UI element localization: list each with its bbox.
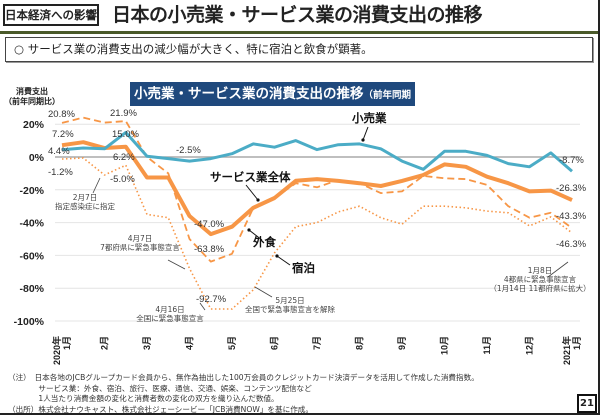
footnote: （出所）株式会社ナウキャスト、株式会社ジェーシービー「JCB消費NOW」を基に作… bbox=[8, 404, 313, 414]
y-tick-label: -60% bbox=[19, 250, 44, 262]
data-label: -8.7% bbox=[559, 155, 584, 166]
footnote: サービス業：外食、宿泊、旅行、医療、通信、交通、娯楽、コンテンツ配信など bbox=[8, 383, 312, 393]
event-annotation: 4都県に緊急事態宣言 bbox=[504, 274, 577, 284]
x-tick-label: 3月 bbox=[142, 336, 152, 350]
data-label: -5.0% bbox=[110, 174, 135, 185]
arrow-head bbox=[247, 228, 251, 232]
x-tick-label: 10月 bbox=[440, 336, 450, 355]
series-name-label: 外食 bbox=[252, 235, 276, 249]
annotation-leader bbox=[92, 177, 101, 194]
chart-title-note: （前年同期比） bbox=[262, 90, 411, 127]
chart-title-text: 小売業・サービス業の消費支出の推移 bbox=[133, 86, 364, 102]
x-tick-label: 8月 bbox=[355, 336, 365, 350]
series-name-label: 宿泊 bbox=[292, 261, 315, 275]
event-annotation: 全国に緊急事態宣言 bbox=[136, 313, 204, 323]
data-label: -47.0% bbox=[194, 219, 225, 230]
footnote: 1人当たり消費金額の変化と消費者数の変化の双方を織り込んだ数値。 bbox=[8, 394, 279, 403]
data-label: 15.0% bbox=[112, 129, 139, 140]
x-tick-label: 12月 bbox=[525, 336, 535, 355]
page-number: 21 bbox=[577, 394, 597, 413]
x-tick-label: 1月 bbox=[62, 336, 72, 350]
y-tick-label: -80% bbox=[19, 283, 44, 295]
data-label: -2.5% bbox=[176, 145, 201, 156]
data-label: -46.3% bbox=[556, 239, 587, 250]
event-annotation: 1月8日 bbox=[528, 266, 553, 275]
x-tick-label: 2020年 bbox=[51, 336, 62, 365]
annotation-leader bbox=[199, 302, 206, 311]
y-axis-label-line: （前年同期比） bbox=[4, 97, 60, 106]
y-tick-label: -40% bbox=[19, 218, 44, 230]
data-label: -92.7% bbox=[196, 294, 227, 305]
arrow-head bbox=[361, 138, 365, 142]
x-tick-label: 2月 bbox=[100, 336, 110, 350]
y-tick-label: 20% bbox=[23, 119, 45, 131]
x-tick-label: 9月 bbox=[397, 336, 407, 350]
event-annotation: （1月14日 11都府県に拡大） bbox=[489, 283, 590, 293]
y-tick-label: -20% bbox=[19, 185, 44, 197]
label-arrow bbox=[362, 126, 369, 141]
data-label: 21.9% bbox=[110, 108, 137, 119]
footnotes: （注） 日本各地のJCBグループカード会員から、無作為抽出した100万会員のクレ… bbox=[8, 373, 479, 415]
event-annotation: 指定感染症に指定 bbox=[55, 201, 115, 211]
annotation-leader bbox=[254, 286, 273, 298]
series-line-solid bbox=[61, 130, 573, 173]
series-line-thick bbox=[61, 140, 573, 237]
title-divider bbox=[0, 31, 600, 34]
x-tick-label: 5月 bbox=[227, 336, 237, 350]
annotation-leader bbox=[547, 261, 569, 278]
data-label: 6.2% bbox=[113, 152, 135, 163]
event-annotation: 5月25日 bbox=[275, 296, 304, 305]
x-tick-label: 7月 bbox=[312, 336, 322, 350]
data-label: -1.2% bbox=[48, 167, 73, 178]
event-annotation: 4月16日 bbox=[155, 305, 184, 314]
x-tick-label: 1月 bbox=[572, 336, 582, 350]
arrow-head bbox=[275, 254, 279, 258]
event-annotation: 全国で緊急事態宣言を解除 bbox=[245, 304, 335, 314]
label-arrow bbox=[276, 255, 291, 266]
series-name-label: サービス業全体 bbox=[210, 170, 291, 184]
event-annotation: 7都府県に緊急事態宣言 bbox=[100, 242, 180, 252]
label-arrow bbox=[248, 229, 263, 241]
series-line-dashed bbox=[61, 116, 573, 263]
page-title: 日本の小売業・サービス業の消費支出の推移 bbox=[112, 4, 483, 26]
x-tick-label: 2021年 bbox=[561, 336, 572, 365]
event-annotation: 4月7日 bbox=[128, 234, 153, 243]
section-tag: 日本経済への影響 bbox=[3, 4, 99, 26]
label-arrow bbox=[245, 184, 259, 201]
data-label: 20.8% bbox=[48, 109, 75, 120]
y-tick-label: 0% bbox=[29, 152, 45, 164]
y-axis-label-line: 消費支出 bbox=[16, 87, 48, 96]
annotation-leader bbox=[167, 259, 186, 270]
series-name-label: 小売業 bbox=[351, 111, 387, 125]
data-label: 7.2% bbox=[52, 129, 74, 140]
x-tick-label: 6月 bbox=[270, 336, 280, 350]
y-axis-label: 消費支出 （前年同期比） bbox=[2, 87, 62, 107]
data-label: -43.3% bbox=[556, 211, 587, 222]
x-tick-label: 11月 bbox=[482, 336, 492, 355]
chart-title: 小売業・サービス業の消費支出の推移（前年同期比） bbox=[130, 82, 415, 127]
data-label: 4.4% bbox=[48, 146, 70, 157]
event-annotation: 2月7日 bbox=[73, 193, 98, 202]
data-label: -63.8% bbox=[194, 244, 225, 255]
summary-box: ○ サービス業の消費支出の減少幅が大きく、特に宿泊と飲食が顕著。 bbox=[5, 37, 593, 62]
data-label: -26.3% bbox=[556, 183, 587, 194]
x-tick-label: 4月 bbox=[185, 336, 195, 350]
y-tick-label: -100% bbox=[14, 316, 45, 328]
footnote: （注） 日本各地のJCBグループカード会員から、無作為抽出した100万会員のクレ… bbox=[8, 373, 479, 382]
arrow-head bbox=[256, 198, 260, 202]
